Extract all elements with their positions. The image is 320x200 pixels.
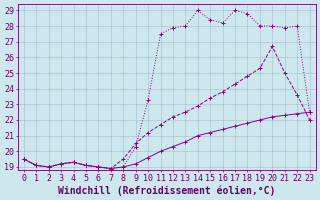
X-axis label: Windchill (Refroidissement éolien,°C): Windchill (Refroidissement éolien,°C) bbox=[58, 185, 276, 196]
